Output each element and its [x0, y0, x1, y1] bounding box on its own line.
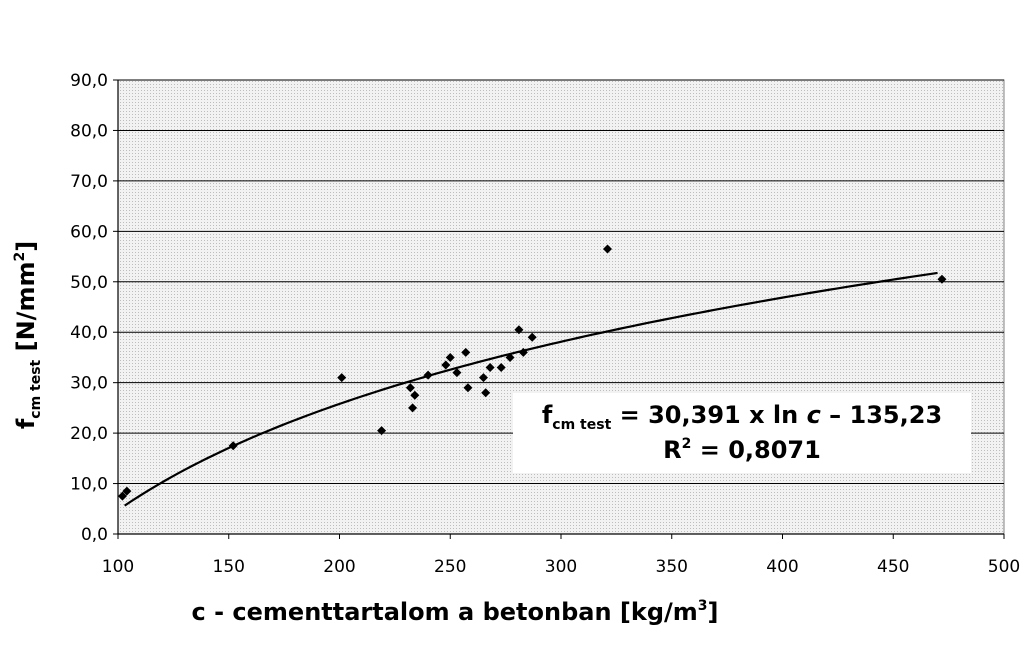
x-axis-ticks: 100 150 200 250 300 350 400 450 500 — [102, 534, 1020, 577]
equation-box-bg — [513, 393, 971, 473]
y-label-f: f — [12, 418, 40, 429]
data-point — [514, 325, 524, 335]
data-point — [485, 363, 495, 373]
x-label-sup: 3 — [698, 598, 708, 614]
y-tick-label: 80,0 — [70, 121, 108, 141]
y-tick-label: 30,0 — [70, 374, 108, 394]
data-point — [527, 332, 537, 342]
data-point — [452, 368, 462, 378]
x-tick-label: 450 — [877, 557, 909, 577]
y-tick-label: 50,0 — [70, 273, 108, 293]
y-tick-label: 40,0 — [70, 323, 108, 343]
data-point — [423, 370, 433, 380]
x-tick-label: 200 — [323, 557, 355, 577]
data-point — [937, 274, 947, 284]
eq-var: c — [807, 401, 821, 429]
y-label-sup: 2 — [12, 252, 28, 262]
eq-constant: – 135,23 — [821, 401, 942, 429]
data-point — [441, 360, 451, 370]
y-tick-label: 60,0 — [70, 222, 108, 242]
y-tick-label: 70,0 — [70, 172, 108, 192]
data-point — [408, 403, 418, 413]
x-tick-label: 100 — [102, 557, 134, 577]
data-point — [518, 347, 528, 357]
y-tick-label: 20,0 — [70, 424, 108, 444]
r-label: R — [663, 436, 681, 464]
data-point — [463, 383, 473, 393]
eq-sub: cm test — [552, 417, 611, 433]
x-tick-label: 350 — [656, 557, 688, 577]
data-points — [117, 244, 947, 501]
gridlines — [118, 79, 1004, 485]
x-label-end: ] — [708, 598, 719, 626]
y-tick-label: 10,0 — [70, 475, 108, 495]
data-point — [122, 486, 132, 496]
data-point — [228, 441, 238, 451]
x-label-main: c - cementtartalom a betonban [kg/m — [192, 598, 698, 626]
y-label-unit: [N/mm — [12, 262, 40, 360]
data-point — [337, 373, 347, 383]
data-point — [117, 491, 127, 501]
eq-f: f — [542, 401, 553, 429]
data-point — [377, 426, 387, 436]
y-tick-label: 0,0 — [81, 525, 108, 545]
eq-rest: = 30,391 x ln — [611, 401, 806, 429]
x-tick-label: 150 — [213, 557, 245, 577]
y-label-end: ] — [12, 241, 40, 252]
y-axis-label: fcm test [N/mm2] — [12, 241, 44, 429]
x-axis-label: c - cementtartalom a betonban [kg/m3] — [192, 598, 719, 626]
x-tick-label: 500 — [988, 557, 1020, 577]
y-tick-label: 90,0 — [70, 71, 108, 91]
data-point — [445, 352, 455, 362]
equation-box: fcm test = 30,391 x ln c – 135,23 R2 = 0… — [513, 393, 971, 473]
x-tick-label: 300 — [545, 557, 577, 577]
y-label-sub: cm test — [28, 359, 44, 418]
r-squared-line: R2 = 0,8071 — [663, 436, 821, 464]
y-axis-ticks: 0,0 10,0 20,0 30,0 40,0 50,0 60,0 70,0 80,0 90,0 — [70, 71, 118, 545]
x-tick-label: 250 — [434, 557, 466, 577]
data-point — [481, 388, 491, 398]
data-point — [603, 244, 613, 254]
trendline — [124, 271, 938, 507]
data-point — [496, 363, 506, 373]
r-value: = 0,8071 — [691, 436, 820, 464]
data-point — [461, 347, 471, 357]
r-sup: 2 — [682, 436, 692, 452]
x-tick-label: 400 — [766, 557, 798, 577]
equation-line: fcm test = 30,391 x ln c – 135,23 — [542, 401, 942, 433]
data-point — [410, 390, 420, 400]
data-point — [405, 383, 415, 393]
data-point — [505, 352, 515, 362]
data-point — [478, 373, 488, 383]
